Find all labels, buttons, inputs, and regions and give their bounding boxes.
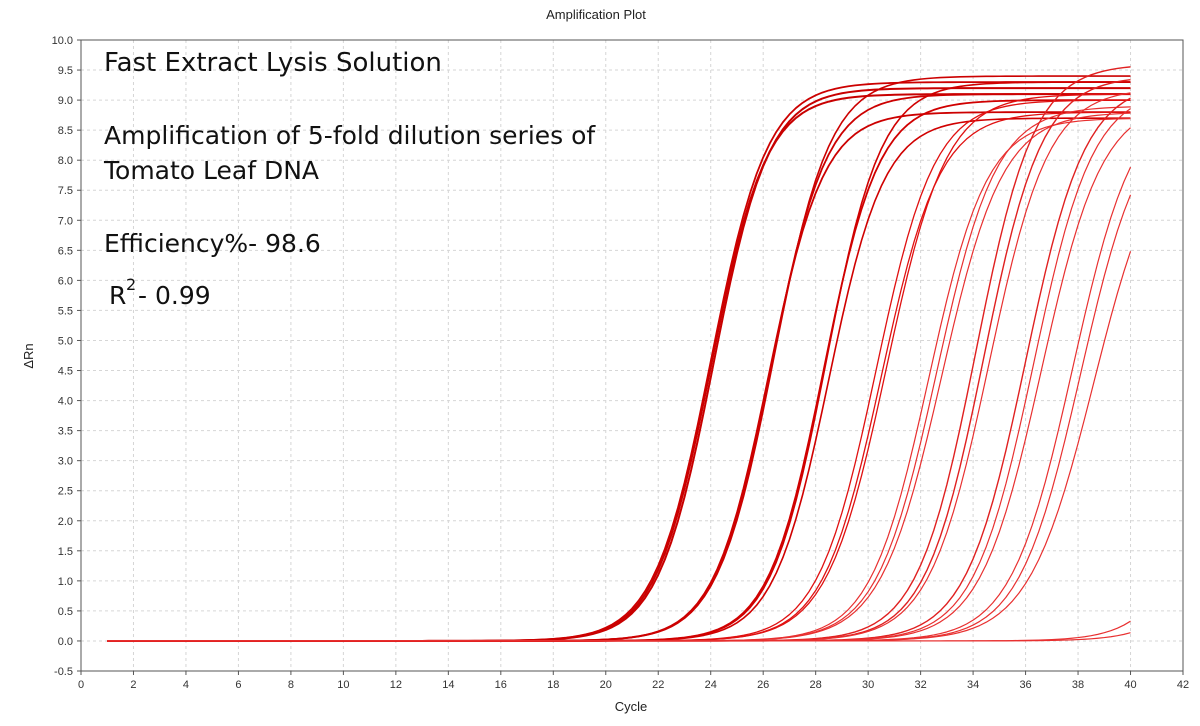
y-tick-label: 0.5 <box>58 606 73 618</box>
y-tick-label: 9.5 <box>58 65 73 77</box>
x-tick-label: 20 <box>600 679 612 691</box>
x-tick-label: 40 <box>1124 679 1136 691</box>
y-tick-label: 0.0 <box>58 636 73 648</box>
series-lines <box>107 66 1132 642</box>
x-tick-label: 0 <box>78 679 84 691</box>
y-tick-label: 2.0 <box>58 516 73 528</box>
axis-ticks: -0.5 0.0 0.5 1.0 1.5 2.0 2.5 3.0 3.5 4.0 4.5 5.0 5.5… <box>52 35 1190 691</box>
x-tick-label: 12 <box>390 679 402 691</box>
y-tick-label: 8.5 <box>58 125 73 137</box>
chart-title: Amplification Plot <box>546 7 646 22</box>
x-tick-label: 4 <box>183 679 189 691</box>
y-tick-label: 10.0 <box>52 35 73 47</box>
y-tick-label: 8.0 <box>58 155 73 167</box>
x-tick-label: 28 <box>810 679 822 691</box>
annotation-subtitle-line2: Tomato Leaf DNA <box>103 156 319 185</box>
x-tick-label: 38 <box>1072 679 1084 691</box>
x-tick-label: 22 <box>652 679 664 691</box>
x-tick-label: 10 <box>337 679 349 691</box>
x-tick-label: 14 <box>442 679 454 691</box>
y-axis-title: ΔRn <box>21 343 36 368</box>
y-tick-label: 5.0 <box>58 335 73 347</box>
y-tick-label: 2.5 <box>58 486 73 498</box>
annotation-efficiency: Efficiency%- 98.6 <box>104 229 321 258</box>
y-tick-label: 3.5 <box>58 426 73 438</box>
y-tick-label: 4.0 <box>58 396 73 408</box>
y-tick-label: 7.5 <box>58 185 73 197</box>
x-tick-label: 26 <box>757 679 769 691</box>
annotation-title: Fast Extract Lysis Solution <box>104 48 442 78</box>
annotation-r-squared-value: - 0.99 <box>138 281 211 310</box>
y-tick-label: 1.5 <box>58 546 73 558</box>
annotation-r-squared-base: R <box>109 281 126 310</box>
y-tick-label: 6.0 <box>58 275 73 287</box>
plot-frame <box>80 39 1184 672</box>
x-tick-label: 8 <box>288 679 294 691</box>
x-axis-title: Cycle <box>615 699 648 714</box>
x-tick-label: 24 <box>705 679 717 691</box>
annotation-block: Fast Extract Lysis Solution Amplificatio… <box>103 48 596 310</box>
y-tick-label: 4.5 <box>58 366 73 378</box>
grid-lines <box>80 39 1184 672</box>
x-tick-label: 34 <box>967 679 979 691</box>
x-tick-label: 36 <box>1019 679 1031 691</box>
x-tick-label: 30 <box>862 679 874 691</box>
x-tick-label: 42 <box>1177 679 1189 691</box>
y-tick-label: 3.0 <box>58 456 73 468</box>
x-tick-label: 2 <box>130 679 136 691</box>
x-tick-label: 6 <box>235 679 241 691</box>
y-tick-label: 5.5 <box>58 305 73 317</box>
x-tick-label: 16 <box>495 679 507 691</box>
x-tick-label: 32 <box>914 679 926 691</box>
amplification-curve <box>107 632 1131 642</box>
y-tick-label: 6.5 <box>58 245 73 257</box>
annotation-subtitle-line1: Amplification of 5-fold dilution series … <box>104 121 596 150</box>
annotation-r-squared-superscript: 2 <box>126 275 136 294</box>
y-tick-label: 7.0 <box>58 215 73 227</box>
x-tick-label: 18 <box>547 679 559 691</box>
y-tick-label: 1.0 <box>58 576 73 588</box>
y-tick-label: -0.5 <box>54 666 73 678</box>
y-tick-label: 9.0 <box>58 95 73 107</box>
